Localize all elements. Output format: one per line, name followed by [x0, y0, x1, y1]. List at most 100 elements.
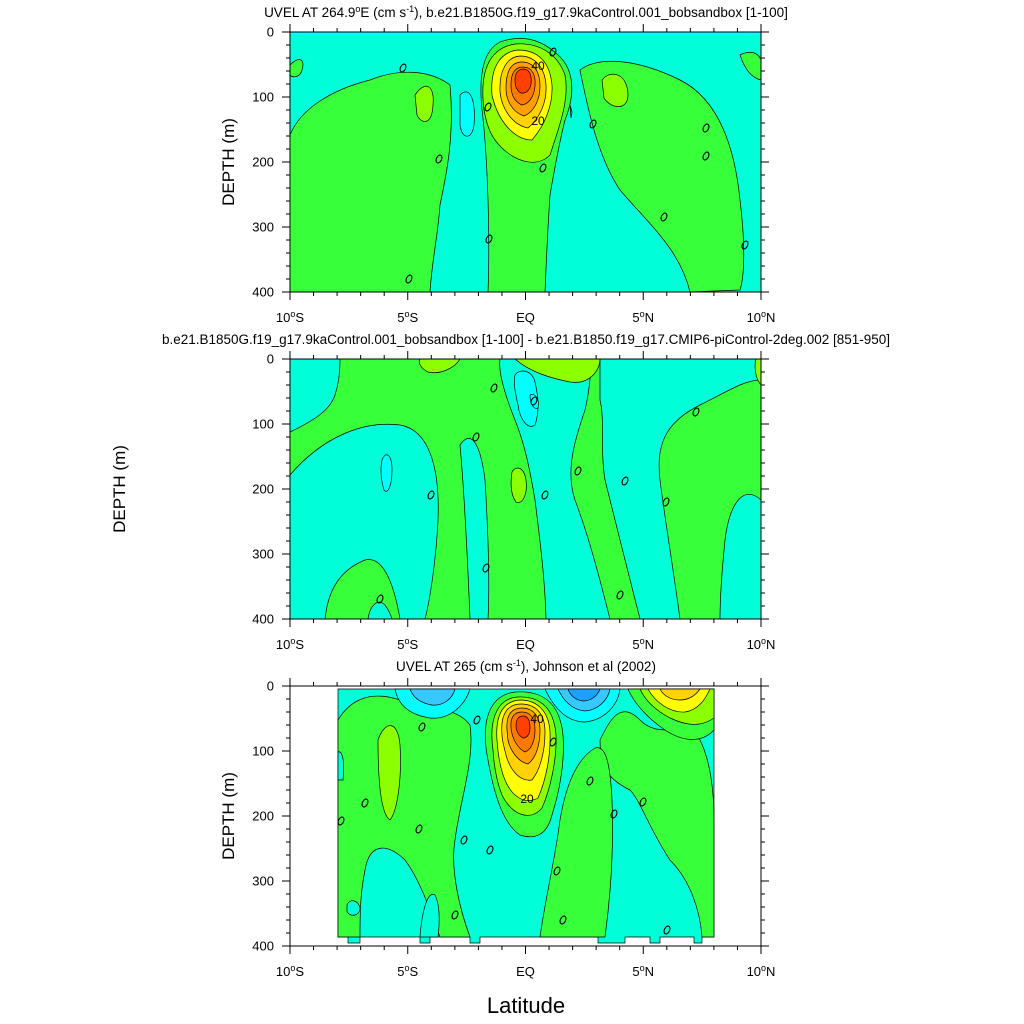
p2-lime-top-left [418, 359, 461, 374]
p3-top-blue-2 [409, 688, 456, 706]
contour-label-zero [485, 234, 493, 244]
x-tick-label: 10oS [276, 636, 304, 652]
panel-3: UVEL AT 265 (cm s-1), Johnson et al (200… [219, 658, 775, 979]
y-tick-label: 200 [252, 809, 274, 824]
p3-top-blue-5 [567, 688, 601, 702]
contour-label-zero [427, 490, 435, 500]
contour-label-zero [616, 590, 624, 600]
x-tick-label: 5oS [397, 309, 418, 325]
y-tick-label: 400 [252, 285, 274, 300]
panel-3-contour-labels: 40 20 [337, 712, 671, 935]
contour-label-zero [418, 722, 426, 732]
contour-label-zero [490, 383, 498, 393]
p3-left-small-cyan-2 [346, 900, 361, 916]
p1-clabel: 20 [531, 114, 545, 128]
p3-mid-green [539, 747, 613, 938]
p2-right-cyan [599, 359, 761, 619]
y-tick-label: 100 [252, 744, 274, 759]
contour-label-zero [610, 809, 618, 819]
panel-2-ylabel: DEPTH (m) [110, 445, 129, 533]
contour-label-zero [405, 274, 413, 284]
p2-lime-top [514, 359, 601, 383]
p1-left-green [290, 71, 452, 292]
contour-label-zero [662, 497, 670, 507]
contour-label-zero [702, 123, 710, 133]
p1-clabel: 40 [531, 59, 545, 73]
contour-label-zero [589, 119, 597, 129]
p1-right-top-green [739, 51, 761, 81]
panel-3-title: UVEL AT 265 (cm s-1), Johnson et al (200… [396, 658, 656, 674]
x-tick-label: 10oN [747, 309, 776, 325]
y-tick-label: 0 [267, 679, 274, 694]
p2-left-mid-cyan [290, 423, 439, 619]
contour-label-zero [639, 797, 647, 807]
y-tick-label: 300 [252, 220, 274, 235]
contour-label-zero [451, 910, 459, 920]
contour-label-zero [586, 776, 594, 786]
p1-core-red [514, 68, 532, 94]
p3-clabel: 40 [530, 712, 544, 726]
panel-1: UVEL AT 264.9oE (cm s-1), b.e21.B1850G.f… [219, 4, 788, 325]
p3-clabel: 20 [520, 792, 534, 806]
p2-tiny-cyan [380, 454, 393, 492]
panel-1-contours [290, 32, 761, 292]
contour-label-zero [473, 715, 481, 725]
y-tick-label: 100 [252, 417, 274, 432]
p2-leftcol-cyan [459, 438, 490, 619]
p2-lime-right-edge [754, 359, 761, 386]
y-tick-label: 400 [252, 939, 274, 954]
contour-label-zero [472, 432, 480, 442]
contour-label-zero [741, 240, 749, 250]
p1-right-lime [601, 73, 629, 107]
x-tick-label: 5oS [397, 636, 418, 652]
panel-1-contour-labels: 40 20 [399, 47, 749, 284]
x-tick-label: 5oN [632, 963, 654, 979]
contour-label-zero [574, 466, 582, 476]
x-axis-label: Latitude [487, 993, 565, 1018]
x-tick-label: 5oN [632, 309, 654, 325]
contour-label-zero [702, 151, 710, 161]
x-tick-label: 10oN [747, 636, 776, 652]
p1-right-flank-green [569, 104, 573, 119]
panel-1-ylabel: DEPTH (m) [219, 118, 238, 206]
y-tick-label: 200 [252, 155, 274, 170]
contour-label-zero [549, 737, 557, 747]
contour-label-zero [399, 63, 407, 73]
p3-left-white-wedge [337, 751, 344, 781]
contour-label-zero [337, 816, 345, 826]
contour-label-zero [361, 798, 369, 808]
panel-2-title: b.e21.B1850G.f19_g17.9kaControl.001_bobs… [162, 332, 890, 347]
p2-center-cyan-bulge [513, 370, 539, 427]
y-tick-label: 400 [252, 612, 274, 627]
panel-1-title: UVEL AT 264.9oE (cm s-1), b.e21.B1850G.f… [264, 4, 788, 20]
contour-label-zero [484, 102, 492, 112]
x-tick-label: 10oS [276, 963, 304, 979]
contour-label-zero [553, 866, 561, 876]
panel-3-ylabel: DEPTH (m) [219, 772, 238, 860]
contour-label-zero [486, 845, 494, 855]
x-tick-label: 5oN [632, 636, 654, 652]
y-tick-label: 100 [252, 90, 274, 105]
p2-far-right-cyan [719, 494, 761, 619]
x-tick-label: EQ [516, 964, 535, 979]
panel-3-contours [337, 688, 715, 944]
p3-right-green [599, 711, 715, 938]
contour-label-zero [482, 563, 490, 573]
y-tick-label: 300 [252, 547, 274, 562]
p1-right-green [579, 60, 745, 292]
p3-left-small-cyan [419, 893, 440, 938]
x-tick-label: EQ [516, 310, 535, 325]
p3-top-right-gold [659, 688, 701, 701]
contour-label-zero [415, 824, 423, 834]
p3-core-red [515, 715, 531, 739]
contour-label-zero [539, 163, 547, 173]
contour-label-zero [621, 476, 629, 486]
x-tick-label: 10oN [747, 963, 776, 979]
contour-label-zero [663, 925, 671, 935]
contour-label-zero [376, 594, 384, 604]
y-tick-label: 0 [267, 25, 274, 40]
p2-small-cyan-2 [367, 601, 393, 619]
